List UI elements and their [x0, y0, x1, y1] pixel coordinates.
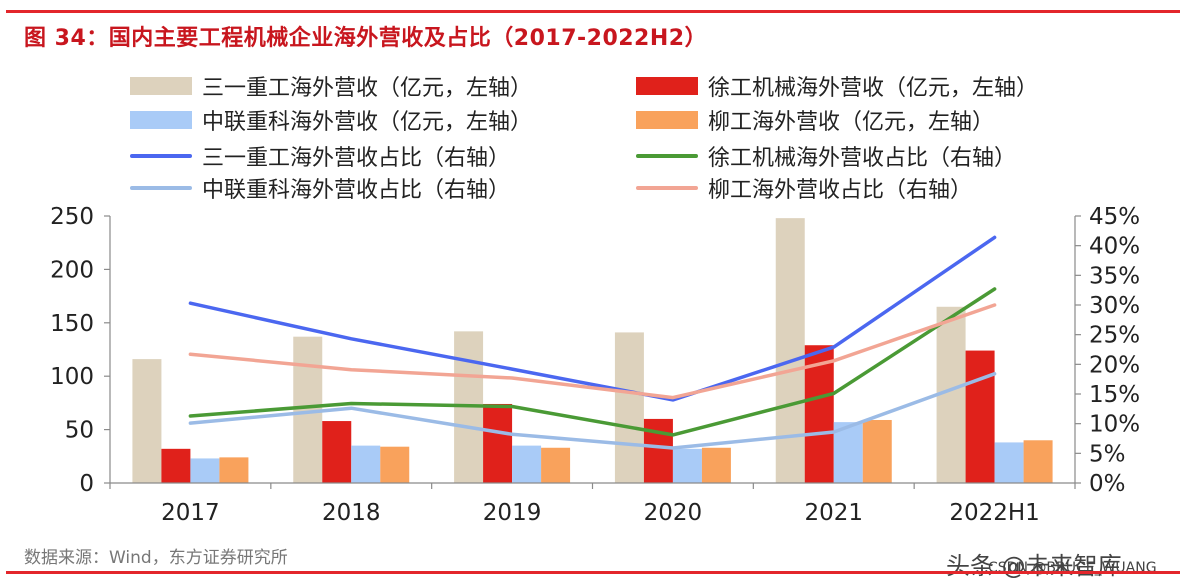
legend-item-sany-share: 三一重工海外营收占比（右轴）	[130, 140, 510, 172]
x-tick-label: 2021	[804, 500, 863, 526]
legend-label: 柳工海外营收（亿元，左轴）	[708, 110, 995, 135]
bar-3-2020	[701, 447, 731, 483]
bar-1-2021	[804, 345, 834, 483]
legend-swatch	[130, 154, 192, 158]
top-rule	[6, 10, 1180, 13]
y-right-tick-label: 20%	[1089, 352, 1140, 378]
bar-0-2017	[132, 359, 162, 483]
y-left-tick-label: 250	[50, 204, 94, 230]
bar-2-2017	[190, 458, 220, 483]
legend-swatch	[636, 111, 698, 129]
bar-1-2022H1	[965, 350, 995, 483]
legend-swatch	[130, 186, 192, 190]
legend-item-xcmg-revenue: 徐工机械海外营收（亿元，左轴）	[636, 70, 1038, 102]
legend-item-liugong-share: 柳工海外营收占比（右轴）	[636, 172, 972, 204]
legend-label: 中联重科海外营收占比（右轴）	[202, 178, 511, 203]
x-tick-label: 2017	[161, 500, 220, 526]
legend-label: 三一重工海外营收（亿元，左轴）	[202, 76, 533, 101]
x-tick-label: 2019	[483, 500, 542, 526]
legend-label: 徐工机械海外营收占比（右轴）	[708, 146, 1017, 171]
bar-0-2020	[614, 332, 644, 483]
bar-2-2021	[833, 422, 863, 483]
y-right-tick-label: 0%	[1089, 471, 1126, 497]
y-right-tick-label: 15%	[1089, 382, 1140, 408]
bar-3-2022H1	[1023, 440, 1053, 483]
y-left-tick-label: 200	[50, 257, 94, 283]
chart-title: 图 34：国内主要工程机械企业海外营收及占比（2017-2022H2）	[24, 26, 708, 51]
bar-1-2019	[483, 403, 513, 483]
legend-label: 柳工海外营收占比（右轴）	[708, 178, 973, 203]
x-tick-label: 2018	[322, 500, 381, 526]
y-left-tick-label: 150	[50, 311, 94, 337]
bar-0-2021	[775, 218, 805, 484]
series-line-1	[188, 287, 997, 437]
source-note: 数据来源：Wind，东方证券研究所	[24, 548, 288, 568]
y-right-tick-label: 5%	[1089, 441, 1126, 467]
y-right-tick-label: 25%	[1089, 323, 1140, 349]
legend-swatch	[130, 111, 192, 129]
series-line-0	[188, 235, 997, 402]
series-line-3	[188, 303, 997, 400]
y-left-tick-label: 0	[79, 471, 94, 497]
bar-2-2019	[512, 445, 542, 483]
legend-label: 三一重工海外营收占比（右轴）	[202, 146, 511, 171]
legend-swatch	[636, 186, 698, 190]
legend-item-liugong-revenue: 柳工海外营收（亿元，左轴）	[636, 104, 994, 136]
bar-3-2019	[541, 447, 571, 483]
bar-1-2020	[643, 418, 673, 483]
x-tick-label: 2022H1	[949, 500, 1039, 526]
x-tick-label: 2020	[644, 500, 703, 526]
y-left-tick-label: 100	[50, 364, 94, 390]
legend-swatch	[130, 77, 192, 95]
y-right-tick-label: 45%	[1089, 204, 1140, 230]
legend-label: 徐工机械海外营收（亿元，左轴）	[708, 76, 1039, 101]
y-right-tick-label: 10%	[1089, 412, 1140, 438]
bar-3-2018	[380, 446, 410, 483]
bar-3-2017	[219, 457, 249, 483]
legend: 三一重工海外营收（亿元，左轴） 徐工机械海外营收（亿元，左轴） 中联重科海外营收…	[0, 0, 1186, 210]
y-right-tick-label: 40%	[1089, 234, 1140, 260]
y-right-tick-label: 30%	[1089, 293, 1140, 319]
series-line-2	[188, 372, 997, 450]
watermark: 头条 @未来智库	[946, 552, 1122, 580]
y-right-tick-label: 35%	[1089, 263, 1140, 289]
bar-3-2021	[862, 419, 892, 483]
bar-2-2020	[672, 448, 702, 483]
bar-2-2018	[351, 445, 381, 483]
legend-label: 中联重科海外营收（亿元，左轴）	[202, 110, 533, 135]
legend-item-zoomlion-share: 中联重科海外营收占比（右轴）	[130, 172, 510, 204]
legend-item-sany-revenue: 三一重工海外营收（亿元，左轴）	[130, 70, 532, 102]
y-left-tick-label: 50	[65, 418, 94, 444]
legend-swatch	[636, 77, 698, 95]
bar-2-2022H1	[994, 442, 1024, 483]
bottom-rule	[6, 571, 1180, 574]
legend-item-zoomlion-revenue: 中联重科海外营收（亿元，左轴）	[130, 104, 532, 136]
bar-1-2018	[322, 421, 352, 483]
legend-swatch	[636, 154, 698, 158]
bar-1-2017	[161, 448, 191, 483]
legend-item-xcmg-share: 徐工机械海外营收占比（右轴）	[636, 140, 1016, 172]
